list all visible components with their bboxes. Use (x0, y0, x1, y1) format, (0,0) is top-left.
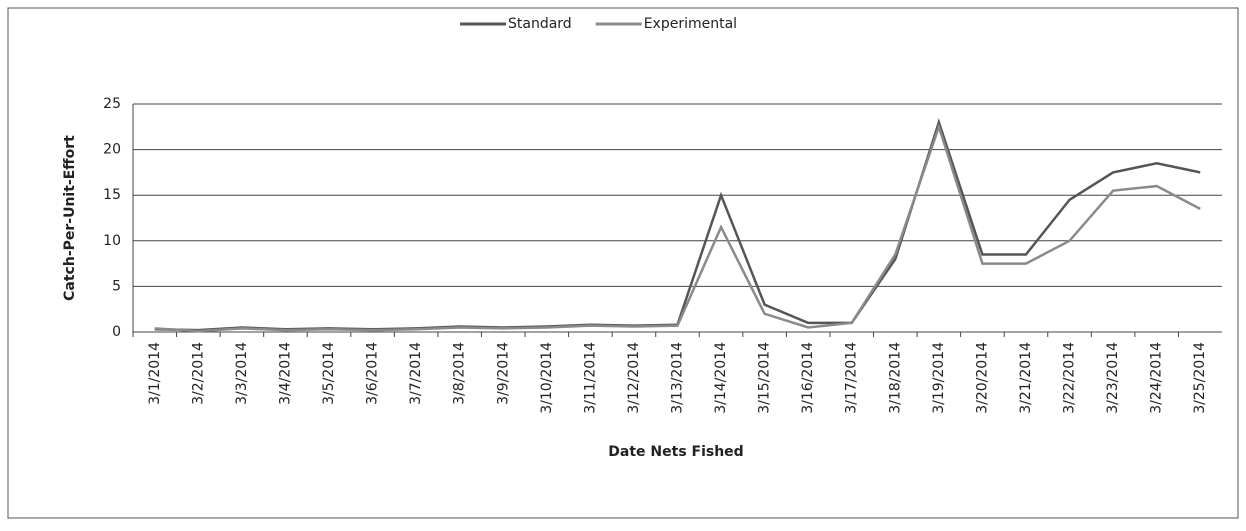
x-axis-title: Date Nets Fished (608, 444, 743, 460)
y-tick-label: 5 (112, 278, 121, 294)
y-tick-label: 0 (112, 324, 121, 340)
y-tick-label: 10 (103, 233, 121, 249)
x-tick-label: 3/24/2014 (1149, 342, 1165, 414)
x-tick-label: 3/2/2014 (190, 342, 206, 405)
x-tick-label: 3/20/2014 (974, 342, 990, 414)
x-tick-label: 3/21/2014 (1018, 342, 1034, 414)
x-tick-label: 3/8/2014 (452, 342, 468, 405)
y-tick-label: 25 (103, 96, 121, 112)
x-tick-label: 3/9/2014 (495, 342, 511, 405)
x-tick-label: 3/22/2014 (1062, 342, 1078, 414)
x-tick-label: 3/13/2014 (670, 342, 686, 414)
x-tick-label: 3/10/2014 (539, 342, 555, 414)
series-line (154, 122, 1201, 333)
x-tick-label: 3/11/2014 (582, 342, 598, 414)
x-tick-label: 3/19/2014 (931, 342, 947, 414)
x-tick-label: 3/7/2014 (408, 342, 424, 405)
legend-label: Standard (508, 16, 572, 32)
x-tick-label: 3/6/2014 (365, 342, 381, 405)
x-tick-label: 3/18/2014 (887, 342, 903, 414)
x-tick-label: 3/12/2014 (626, 342, 642, 414)
x-tick-label: 3/4/2014 (277, 342, 293, 405)
x-tick-label: 3/16/2014 (800, 342, 816, 414)
x-tick-label: 3/23/2014 (1105, 342, 1121, 414)
x-tick-label: 3/5/2014 (321, 342, 337, 405)
x-tick-label: 3/1/2014 (147, 342, 163, 405)
chart-border (7, 7, 1239, 519)
y-tick-label: 15 (103, 187, 121, 203)
x-tick-label: 3/3/2014 (234, 342, 250, 405)
y-tick-label: 20 (103, 142, 121, 158)
y-axis-title: Catch-Per-Unit-Effort (62, 135, 78, 301)
legend-label: Experimental (644, 16, 737, 32)
x-tick-label: 3/14/2014 (713, 342, 729, 414)
x-tick-label: 3/15/2014 (757, 342, 773, 414)
x-tick-label: 3/17/2014 (844, 342, 860, 414)
series-line (154, 118, 1201, 332)
x-tick-label: 3/25/2014 (1192, 342, 1208, 414)
